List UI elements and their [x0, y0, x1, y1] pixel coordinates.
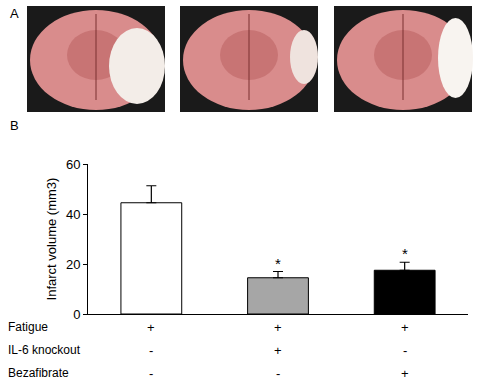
svg-text:Bezafibrate: Bezafibrate: [8, 366, 69, 380]
svg-text:A: A: [10, 6, 19, 21]
svg-text:+: +: [274, 343, 282, 358]
svg-text:-: -: [403, 343, 407, 358]
svg-text:0: 0: [73, 307, 80, 322]
svg-text:IL-6 knockout: IL-6 knockout: [8, 343, 81, 357]
svg-text:+: +: [274, 320, 282, 335]
svg-text:*: *: [402, 245, 408, 262]
svg-text:+: +: [147, 320, 155, 335]
svg-text:-: -: [276, 366, 280, 381]
svg-text:20: 20: [66, 257, 80, 272]
svg-text:60: 60: [66, 157, 80, 172]
svg-text:-: -: [149, 343, 153, 358]
svg-text:-: -: [149, 366, 153, 381]
svg-text:40: 40: [66, 207, 80, 222]
svg-text:Fatigue: Fatigue: [8, 320, 48, 334]
svg-text:+: +: [401, 366, 409, 381]
svg-text:+: +: [401, 320, 409, 335]
svg-text:Infarct volume (mm3): Infarct volume (mm3): [44, 178, 59, 301]
svg-text:B: B: [10, 118, 19, 133]
svg-text:*: *: [275, 255, 281, 272]
